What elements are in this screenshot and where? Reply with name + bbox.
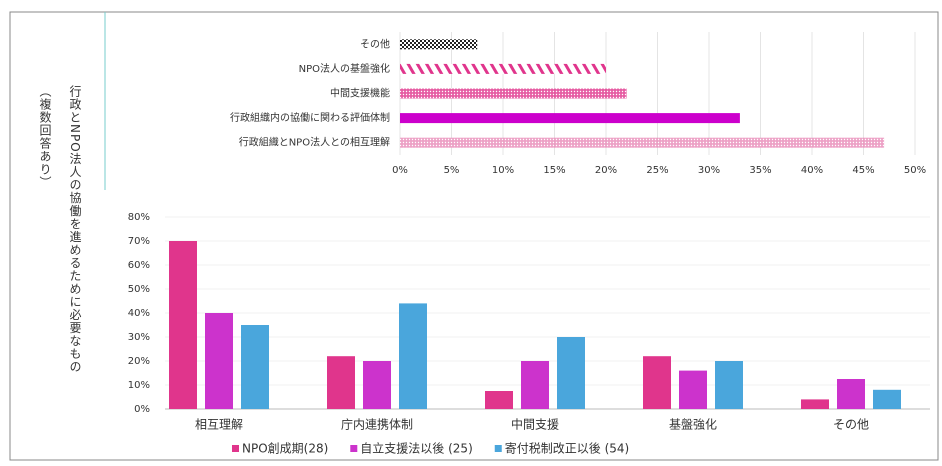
x-tick-label: 相互理解 [195, 418, 243, 432]
x-tick-label: 庁内連携体制 [341, 417, 413, 432]
x-tick-label: 基盤強化 [669, 418, 717, 432]
x-tick-label: 5% [444, 165, 460, 176]
legend-swatch [494, 445, 502, 452]
legend-swatch [350, 445, 358, 452]
y-tick-label: 40% [128, 308, 150, 319]
frame [9, 11, 939, 461]
legend-label: 自立支援法以後 (25) [360, 441, 472, 456]
bar [399, 303, 427, 409]
bar [679, 370, 707, 409]
x-tick-label: 15% [543, 165, 565, 176]
x-tick-label: 0% [392, 165, 408, 176]
axis-label: 行政とNPO法人の協働を進めるために必要なもの（複数回答あり） [38, 85, 82, 374]
legend-swatch [232, 445, 239, 452]
bar [400, 137, 885, 148]
bar [485, 391, 513, 409]
bar [400, 39, 478, 50]
bar [400, 63, 606, 74]
bar [205, 313, 233, 409]
y-tick-label: 80% [128, 212, 150, 223]
bar [327, 356, 355, 409]
category-label: 行政組織内の協働に関わる評価体制 [230, 111, 390, 124]
x-tick-label: 10% [492, 165, 514, 176]
y-tick-label: 10% [128, 380, 150, 391]
category-label: 行政組織とNPO法人との相互理解 [239, 136, 390, 149]
bar [801, 399, 829, 409]
bar [400, 113, 740, 124]
x-tick-label: 40% [801, 165, 823, 176]
y-tick-label: 50% [128, 284, 150, 295]
y-tick-label: 20% [128, 356, 150, 367]
bar [837, 379, 865, 409]
x-tick-label: 50% [904, 165, 926, 176]
y-tick-label: 70% [128, 236, 150, 247]
bar [715, 361, 743, 409]
legend-label: NPO創成期(28) [242, 442, 328, 456]
bar [169, 241, 197, 409]
x-tick-label: その他 [833, 418, 869, 432]
bar [363, 361, 391, 409]
x-tick-label: 45% [852, 165, 874, 176]
x-tick-label: 30% [698, 165, 720, 176]
x-tick-label: 中間支援 [511, 417, 559, 432]
bar [521, 361, 549, 409]
category-label: NPO法人の基盤強化 [299, 62, 390, 75]
y-tick-label: 60% [128, 260, 150, 271]
legend-label: 寄付税制改正以後 (54) [505, 441, 629, 456]
x-tick-label: 25% [646, 165, 668, 176]
y-tick-label: 0% [134, 404, 150, 415]
bar [643, 356, 671, 409]
bar [873, 389, 901, 409]
bar [400, 88, 627, 99]
x-tick-label: 35% [749, 165, 771, 176]
x-tick-label: 20% [595, 165, 617, 176]
category-label: その他 [360, 37, 390, 50]
bar [557, 337, 585, 409]
y-tick-label: 30% [128, 332, 150, 343]
bar [241, 325, 269, 409]
category-label: 中間支援機能 [330, 87, 390, 100]
